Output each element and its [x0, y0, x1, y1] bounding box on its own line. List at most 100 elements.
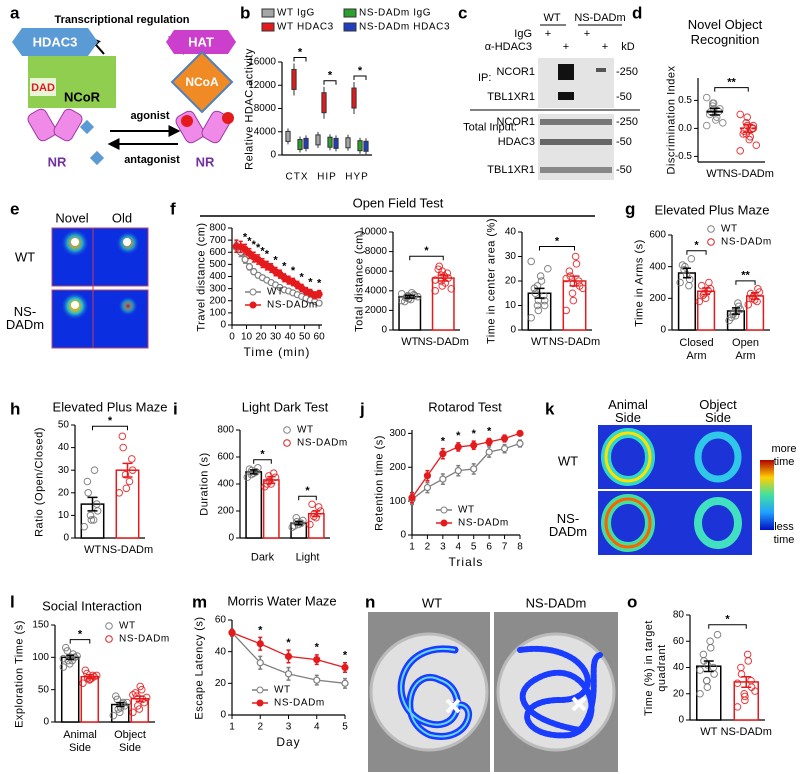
data-point — [696, 689, 704, 698]
y-tick-label: 60 — [215, 615, 227, 626]
box — [291, 68, 297, 90]
panel-label: a — [10, 3, 20, 22]
row-label: TBL1XR1 — [487, 91, 535, 103]
x-tick-label: 8 — [517, 542, 523, 553]
legend-marker — [105, 635, 113, 643]
y-tick-label: -0.5 — [675, 151, 693, 162]
data-point — [315, 290, 323, 298]
marker-label: -50 — [616, 164, 632, 176]
data-point — [413, 292, 422, 301]
data-point — [741, 692, 749, 701]
significance-label: * — [424, 245, 429, 257]
box — [285, 130, 291, 142]
significance-bracket — [714, 87, 749, 92]
significance-label: * — [315, 642, 320, 654]
data-point — [228, 629, 236, 637]
y-tick-label: 0 — [270, 150, 276, 161]
heat-ring — [604, 497, 652, 549]
data-point — [568, 289, 577, 298]
data-point — [128, 455, 136, 463]
significance-label: * — [328, 70, 333, 82]
data-point — [706, 644, 715, 652]
y-tick-label: 40 — [673, 662, 685, 673]
data-point — [256, 640, 264, 648]
significance-label: * — [265, 248, 270, 260]
data-point — [734, 302, 743, 311]
y-tick-label: 8000 — [254, 103, 277, 114]
y-tick-label: 60 — [673, 636, 685, 647]
marker-label: -250 — [616, 66, 638, 78]
data-point — [470, 465, 478, 473]
data-point — [109, 711, 118, 720]
data-point — [733, 703, 742, 711]
x-tick-label: 7 — [502, 542, 508, 553]
y-tick-label: 300 — [209, 283, 226, 294]
legend-marker — [440, 506, 448, 514]
significance-label: * — [308, 276, 313, 288]
data-point — [737, 663, 745, 672]
hat-label: HAT — [188, 34, 214, 49]
significance-label: * — [317, 277, 322, 289]
data-point — [128, 466, 137, 475]
y-tick-label: 200 — [209, 295, 226, 306]
data-point — [718, 119, 727, 127]
significance-label: * — [260, 449, 265, 461]
genotype-label: WT — [543, 12, 560, 24]
data-point — [313, 676, 321, 684]
group-title: Open Field Test — [353, 195, 444, 210]
data-point — [699, 291, 708, 299]
error-bar — [249, 469, 258, 475]
agonist-icon — [222, 112, 234, 124]
heatmap-e: Novel Old WT — [15, 210, 149, 349]
data-point — [681, 262, 689, 271]
data-point — [531, 289, 540, 298]
y-tick-label: 20 — [58, 487, 70, 498]
significance-label: * — [487, 425, 492, 437]
y-tick-label: 0 — [63, 533, 69, 544]
x-tick-label: 60 — [314, 332, 326, 343]
y-tick-label: 10 — [58, 510, 70, 521]
data-point — [534, 306, 543, 315]
data-point — [84, 489, 92, 497]
data-point — [696, 666, 704, 674]
box — [363, 140, 369, 152]
x-tick-label: 4 — [456, 542, 462, 553]
bar — [130, 697, 150, 723]
schematic-title: Transcriptional regulation — [54, 14, 189, 26]
y-tick-label: 400 — [209, 271, 226, 282]
significance-label: * — [260, 246, 265, 258]
x-tick-label: 50 — [299, 332, 311, 343]
data-point — [572, 260, 581, 268]
x-tick-label: HIP — [317, 172, 337, 183]
data-point — [569, 279, 578, 288]
data-point — [736, 147, 745, 155]
data-point — [440, 272, 449, 280]
significance-label: * — [243, 231, 248, 243]
x-tick-label: 4 — [314, 722, 320, 733]
data-point — [736, 110, 745, 119]
ncor-label: NCoR — [64, 89, 101, 104]
y-tick-label: 0 — [660, 325, 666, 336]
x-tick-label: 1 — [229, 722, 235, 733]
ncoa-label: NCoA — [185, 75, 219, 89]
data-point — [749, 124, 758, 133]
x-tick-label: 30 — [270, 332, 282, 343]
significance-bracket — [708, 624, 747, 629]
significance-label: * — [694, 240, 699, 252]
significance-label: * — [273, 254, 278, 266]
data-point — [527, 313, 536, 322]
data-point — [678, 261, 687, 269]
x-tick-label: NS-DADm — [549, 336, 600, 348]
significance-label: * — [286, 637, 291, 649]
legend-label: NS-DADm IgG — [359, 8, 431, 19]
significance-label: * — [247, 236, 252, 248]
error-bar — [534, 287, 545, 299]
significance-label: * — [555, 235, 560, 247]
data-point — [284, 652, 293, 661]
significance-bracket — [253, 459, 272, 464]
y-tick-label: 0 — [43, 717, 49, 728]
data-point — [115, 489, 123, 497]
data-point — [753, 297, 761, 306]
data-point — [485, 438, 493, 446]
data-point — [744, 657, 753, 665]
